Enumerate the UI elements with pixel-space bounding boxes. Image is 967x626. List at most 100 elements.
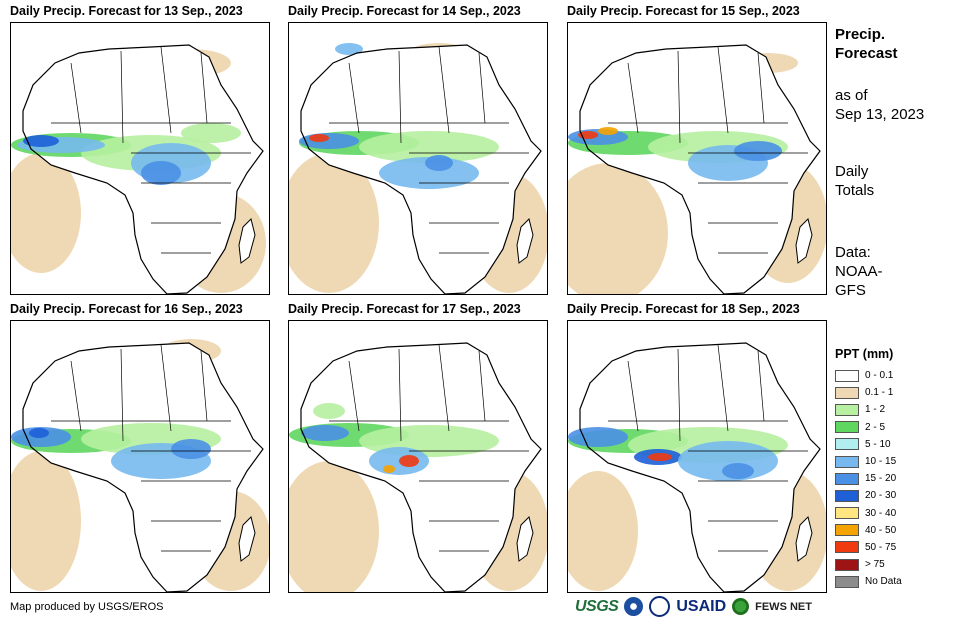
legend-swatch (835, 541, 859, 554)
africa-map-svg (289, 321, 547, 592)
country-borders (608, 46, 808, 254)
madagascar-outline (795, 516, 813, 562)
map-credit: Map produced by USGS/EROS (10, 601, 164, 613)
precip-cell (568, 427, 628, 447)
panel-title: Daily Precip. Forecast for 18 Sep., 2023 (567, 302, 800, 316)
precip-band (289, 403, 499, 475)
precip-band (299, 43, 499, 189)
africa-map-svg (11, 321, 269, 592)
country-borders (51, 344, 251, 552)
precip-cell (734, 141, 782, 161)
light-precip-area (289, 153, 379, 293)
legend-item: > 75 (835, 556, 902, 573)
africa-map-svg (568, 23, 826, 294)
as-of-label: as of (835, 87, 868, 104)
usgs-logo: USGS (575, 597, 619, 615)
legend-item: 30 - 40 (835, 505, 902, 522)
precip-cell (313, 403, 345, 419)
madagascar-outline (516, 218, 534, 264)
light-precip-area (568, 471, 638, 591)
legend-label: 1 - 2 (865, 404, 886, 416)
legend-item: 2 - 5 (835, 419, 902, 436)
precip-cell (425, 155, 453, 171)
panel-title: Daily Precip. Forecast for 17 Sep., 2023 (288, 302, 521, 316)
legend-rows: 0 - 0.1 0.1 - 1 1 - 2 2 - 5 5 - 10 10 - 15 15 … (835, 367, 902, 590)
noaa-logo-icon (624, 597, 644, 616)
side-totals: Daily Totals (835, 162, 874, 200)
legend-title: PPT (mm) (835, 347, 894, 361)
precip-cell (23, 135, 59, 147)
precip-cell (309, 134, 329, 142)
precip-cell (335, 43, 363, 55)
light-precip-area (568, 163, 668, 294)
legend-label: 2 - 5 (865, 421, 886, 433)
madagascar-outline (238, 516, 256, 562)
light-precip-area (11, 451, 81, 591)
country-borders (329, 46, 529, 254)
precip-map (567, 22, 827, 295)
legend-swatch (835, 558, 859, 571)
legend-label: No Data (865, 576, 902, 588)
precip-cell (29, 428, 49, 438)
legend-label: 30 - 40 (865, 507, 897, 519)
legend-swatch (835, 386, 859, 399)
precip-cell (171, 439, 211, 459)
legend-swatch (835, 524, 859, 537)
legend-item: 20 - 30 (835, 487, 902, 504)
legend-item: 10 - 15 (835, 453, 902, 470)
africa-coastline (22, 342, 264, 592)
legend-swatch (835, 575, 859, 588)
legend-label: 0 - 0.1 (865, 370, 894, 382)
africa-coastline (22, 44, 264, 294)
precip-cell (383, 465, 395, 473)
side-heading-line2: Forecast (835, 45, 898, 62)
panel-title: Daily Precip. Forecast for 15 Sep., 2023 (567, 4, 800, 18)
legend-label: 5 - 10 (865, 438, 891, 450)
legend-item: 40 - 50 (835, 522, 902, 539)
legend-swatch (835, 507, 859, 520)
precip-map (288, 320, 548, 593)
panel-title: Daily Precip. Forecast for 14 Sep., 2023 (288, 4, 521, 18)
africa-map-svg (11, 23, 269, 294)
precip-legend: PPT (mm) 0 - 0.1 0.1 - 1 1 - 2 2 - 5 5 - 10 1… (835, 347, 902, 590)
fews-net-logo: FEWS NET (755, 600, 812, 613)
precip-band (568, 127, 788, 181)
legend-swatch (835, 403, 859, 416)
africa-coastline (300, 44, 542, 294)
legend-label: 20 - 30 (865, 490, 897, 502)
legend-item: 15 - 20 (835, 470, 902, 487)
precip-cell (598, 127, 618, 135)
legend-swatch (835, 489, 859, 502)
legend-swatch (835, 369, 859, 382)
as-of-date: Sep 13, 2023 (835, 106, 925, 123)
precip-cell (141, 161, 181, 185)
precip-cell (379, 157, 479, 189)
usaid-logo: USAID (676, 597, 727, 615)
precip-map (10, 22, 270, 295)
legend-item: 0.1 - 1 (835, 384, 902, 401)
madagascar-outline (238, 218, 256, 264)
totals-line1: Daily (835, 163, 869, 180)
africa-coastline (579, 44, 821, 294)
precip-cell (399, 455, 419, 467)
panel-title: Daily Precip. Forecast for 13 Sep., 2023 (10, 4, 243, 18)
precip-cell (301, 425, 349, 441)
legend-item: 1 - 2 (835, 401, 902, 418)
side-as-of: as of Sep 13, 2023 (835, 86, 924, 124)
country-borders (608, 344, 808, 552)
precip-map (288, 22, 548, 295)
legend-item: 0 - 0.1 (835, 367, 902, 384)
data-line1: Data: (835, 244, 871, 261)
country-borders (51, 46, 251, 254)
usaid-seal-icon (649, 596, 671, 617)
legend-label: 50 - 75 (865, 541, 897, 553)
precip-band (11, 123, 241, 185)
africa-coastline (300, 342, 542, 592)
panel-title: Daily Precip. Forecast for 16 Sep., 2023 (10, 302, 243, 316)
legend-item: 50 - 75 (835, 539, 902, 556)
country-borders (329, 344, 529, 552)
legend-label: 10 - 15 (865, 456, 897, 468)
legend-label: 40 - 50 (865, 524, 897, 536)
africa-map-svg (568, 321, 826, 592)
light-precip-area (11, 153, 81, 273)
